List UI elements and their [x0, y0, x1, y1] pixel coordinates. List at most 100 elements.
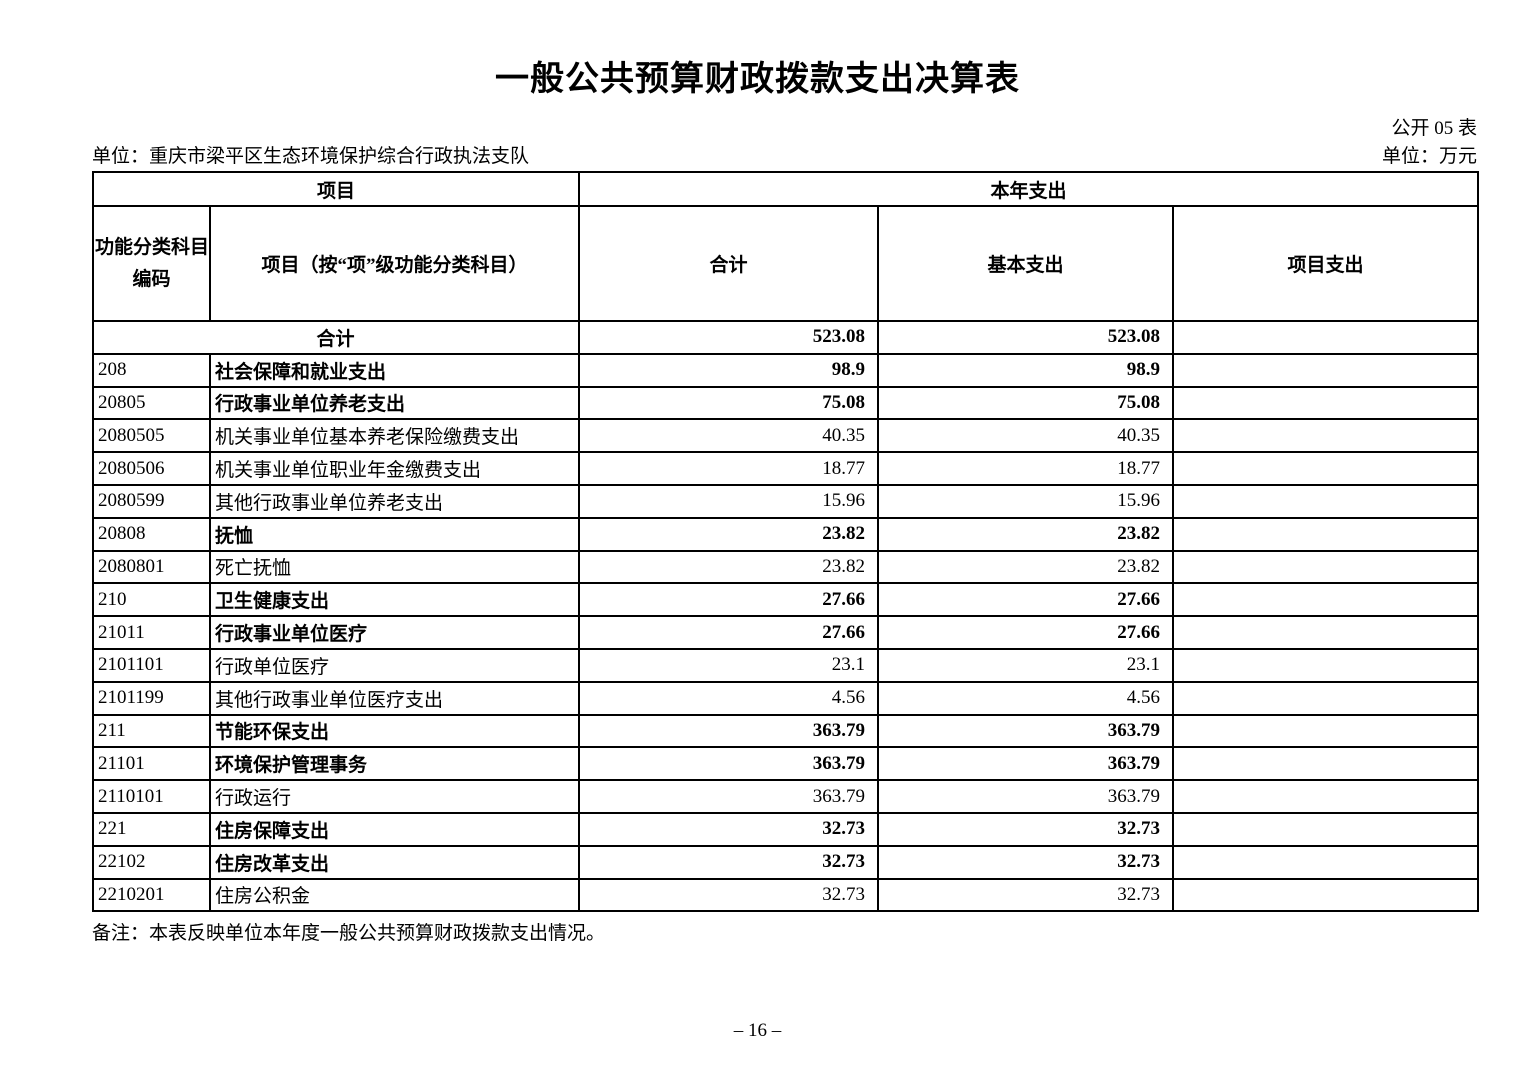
basic-expense-cell: 363.79 — [877, 746, 1175, 782]
project-expense-cell — [1172, 549, 1480, 585]
total-cell: 363.79 — [578, 746, 880, 782]
total-cell: 523.08 — [578, 320, 880, 355]
code-cell: 211 — [92, 713, 211, 749]
total-cell: 23.82 — [578, 549, 880, 585]
item-cell: 机关事业单位职业年金缴费支出 — [208, 451, 581, 486]
table-row: 2101199 其他行政事业单位医疗支出 4.56 4.56 — [92, 680, 1480, 716]
item-cell: 住房公积金 — [208, 877, 581, 913]
item-cell: 住房保障支出 — [208, 811, 581, 847]
basic-expense-cell: 27.66 — [877, 582, 1175, 618]
table-row: 2080505 机关事业单位基本养老保险缴费支出 40.35 40.35 — [92, 418, 1480, 454]
header-year-expense-group: 本年支出 — [578, 171, 1480, 207]
item-cell: 合计 — [91, 320, 581, 355]
project-expense-cell — [1172, 483, 1480, 519]
basic-expense-cell: 23.82 — [877, 549, 1175, 585]
project-expense-cell — [1172, 877, 1480, 913]
code-cell: 2110101 — [92, 779, 211, 814]
table-row: 211 节能环保支出 363.79 363.79 — [92, 713, 1480, 749]
total-cell: 32.73 — [578, 877, 880, 913]
project-expense-cell — [1172, 451, 1480, 486]
project-expense-cell — [1172, 746, 1480, 782]
basic-expense-cell: 18.77 — [877, 451, 1175, 486]
item-cell: 卫生健康支出 — [208, 582, 581, 618]
table-row: 2210201 住房公积金 32.73 32.73 — [92, 877, 1480, 913]
total-cell: 98.9 — [578, 352, 880, 388]
item-cell: 机关事业单位基本养老保险缴费支出 — [208, 418, 581, 454]
code-cell: 2101199 — [92, 680, 211, 716]
table-row: 2110101 行政运行 363.79 363.79 — [92, 779, 1480, 814]
basic-expense-cell: 4.56 — [877, 680, 1175, 716]
page-number: – 16 – — [733, 1020, 782, 1041]
meta-row: 单位：重庆市梁平区生态环境保护综合行政执法支队 单位：万元 — [92, 145, 1477, 169]
table-row: 21011 行政事业单位医疗 27.66 27.66 — [92, 615, 1480, 650]
project-expense-cell — [1172, 844, 1480, 880]
table-row: 2101101 行政单位医疗 23.1 23.1 — [92, 647, 1480, 683]
basic-expense-cell: 523.08 — [877, 320, 1175, 355]
header-function-code: 功能分类科目 编码 — [92, 205, 211, 322]
header-item: 项目（按“项”级功能分类科目） — [208, 205, 581, 322]
total-cell: 18.77 — [578, 451, 880, 486]
project-expense-cell — [1172, 385, 1480, 421]
header-columns-row: 功能分类科目 编码 项目（按“项”级功能分类科目） 合计 基本支出 项目支出 — [92, 205, 1480, 322]
total-cell: 27.66 — [578, 615, 880, 650]
total-cell: 23.1 — [578, 647, 880, 683]
table-row: 22102 住房改革支出 32.73 32.73 — [92, 844, 1480, 880]
project-expense-cell — [1172, 320, 1480, 355]
project-expense-cell — [1172, 418, 1480, 454]
basic-expense-cell: 15.96 — [877, 483, 1175, 519]
public-table-code: 公开 05 表 — [1391, 118, 1477, 139]
table-row: 20805 行政事业单位养老支出 75.08 75.08 — [92, 385, 1480, 421]
table-header: 项目 本年支出 功能分类科目 编码 项目（按“项”级功能分类科目） 合计 基本支… — [91, 171, 1480, 322]
total-cell: 363.79 — [578, 779, 880, 814]
basic-expense-cell: 32.73 — [877, 877, 1175, 913]
table-row: 合计 523.08 523.08 — [91, 320, 1480, 355]
header-project-expense: 项目支出 — [1172, 205, 1480, 322]
reporting-unit-label: 单位：重庆市梁平区生态环境保护综合行政执法支队 — [92, 146, 530, 167]
item-cell: 住房改革支出 — [208, 844, 581, 880]
code-cell: 2080506 — [92, 451, 211, 486]
header-total: 合计 — [578, 205, 880, 322]
item-cell: 行政事业单位养老支出 — [208, 385, 581, 421]
item-cell: 节能环保支出 — [208, 713, 581, 749]
currency-unit-label: 单位：万元 — [1381, 146, 1477, 167]
project-expense-cell — [1172, 779, 1480, 814]
total-cell: 23.82 — [578, 516, 880, 552]
code-cell: 20808 — [92, 516, 211, 552]
table-meta: 公开 05 表 单位：重庆市梁平区生态环境保护综合行政执法支队 单位：万元 — [92, 117, 1477, 169]
header-function-code-line2: 编码 — [132, 268, 171, 290]
footnote: 备注：本表反映单位本年度一般公共预算财政拨款支出情况。 — [92, 923, 606, 945]
project-expense-cell — [1172, 582, 1480, 618]
total-cell: 4.56 — [578, 680, 880, 716]
project-expense-cell — [1172, 680, 1480, 716]
table-row: 221 住房保障支出 32.73 32.73 — [92, 811, 1480, 847]
header-project-group: 项目 — [91, 171, 581, 207]
total-cell: 363.79 — [578, 713, 880, 749]
code-cell: 208 — [92, 352, 211, 388]
table-row: 21101 环境保护管理事务 363.79 363.79 — [92, 746, 1480, 782]
header-function-code-line1: 功能分类科目 — [95, 236, 210, 258]
code-cell: 21011 — [92, 615, 211, 650]
item-cell: 社会保障和就业支出 — [208, 352, 581, 388]
basic-expense-cell: 98.9 — [877, 352, 1175, 388]
basic-expense-cell: 23.82 — [877, 516, 1175, 552]
code-cell: 2080599 — [92, 483, 211, 519]
total-cell: 32.73 — [578, 844, 880, 880]
project-expense-cell — [1172, 615, 1480, 650]
code-cell: 21101 — [92, 746, 211, 782]
item-cell: 死亡抚恤 — [208, 549, 581, 585]
project-expense-cell — [1172, 647, 1480, 683]
total-cell: 40.35 — [578, 418, 880, 454]
page-title: 一般公共预算财政拨款支出决算表 — [495, 61, 1020, 98]
item-cell: 环境保护管理事务 — [208, 746, 581, 782]
code-cell: 2210201 — [92, 877, 211, 913]
code-cell: 2080505 — [92, 418, 211, 454]
total-cell: 75.08 — [578, 385, 880, 421]
basic-expense-cell: 27.66 — [877, 615, 1175, 650]
basic-expense-cell: 40.35 — [877, 418, 1175, 454]
header-group-row: 项目 本年支出 — [91, 171, 1480, 207]
item-cell: 行政运行 — [208, 779, 581, 814]
project-expense-cell — [1172, 352, 1480, 388]
code-cell: 22102 — [92, 844, 211, 880]
total-cell: 32.73 — [578, 811, 880, 847]
